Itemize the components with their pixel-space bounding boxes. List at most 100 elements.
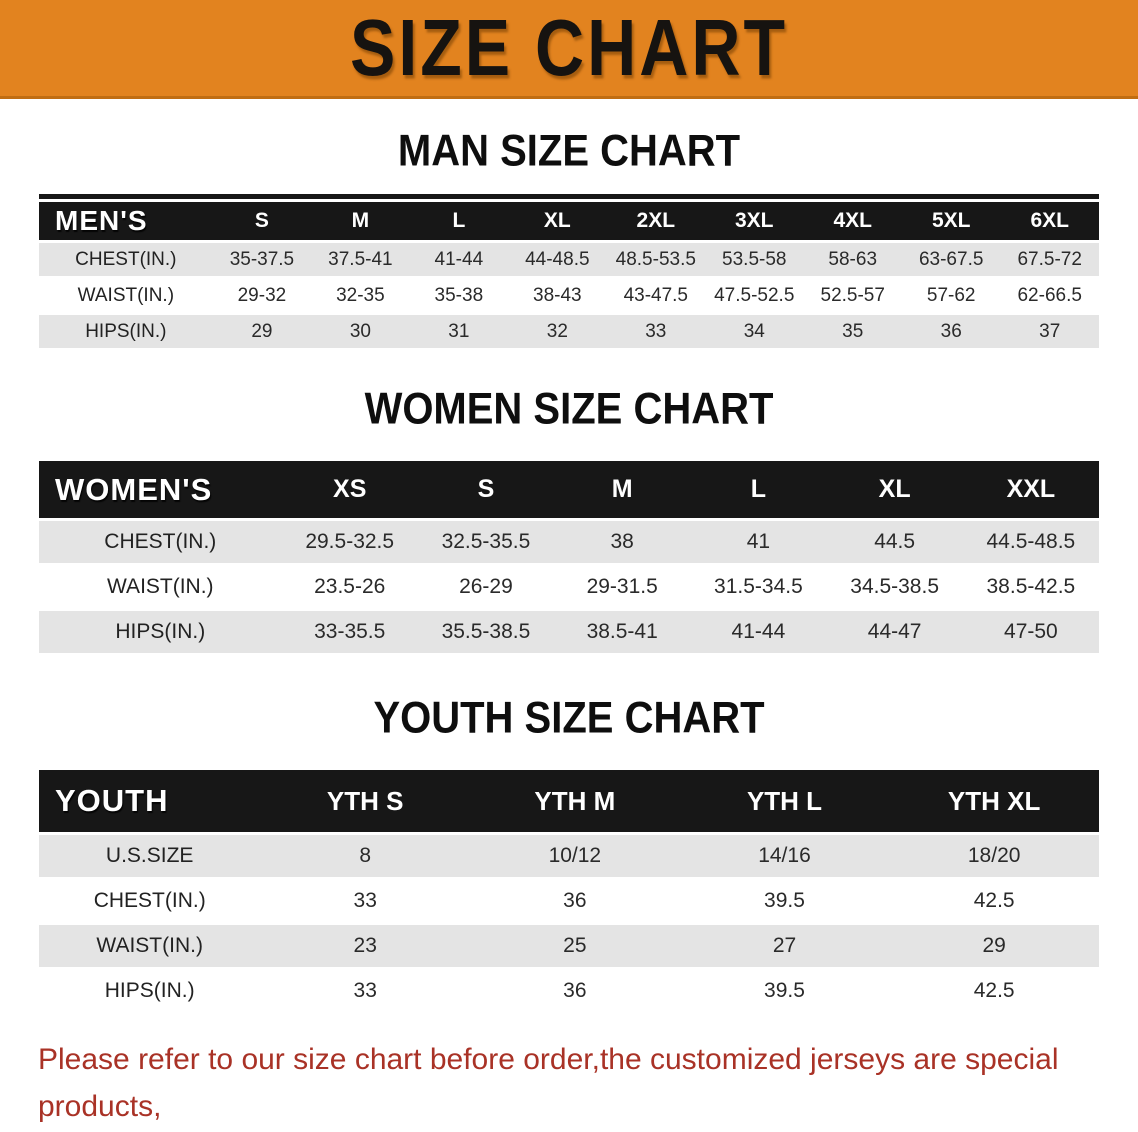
measure-value: 26-29 xyxy=(417,566,555,608)
measure-value: 41-44 xyxy=(409,243,509,276)
measure-value: 52.5-57 xyxy=(803,279,902,312)
measure-label: WAIST(IN.) xyxy=(39,279,213,312)
table-header-row: WOMEN'S XS S M L XL XXL xyxy=(39,461,1099,518)
measure-value: 29 xyxy=(212,315,312,348)
measure-value: 33-35.5 xyxy=(281,611,418,653)
measure-label: WAIST(IN.) xyxy=(39,566,282,608)
measure-value: 42.5 xyxy=(889,880,1099,922)
size-column-label: XL xyxy=(826,461,963,518)
measure-value: 27 xyxy=(679,925,890,967)
youth-size-section: YOUTH SIZE CHART YOUTH YTH S YTH M YTH L YTH… xyxy=(0,693,1138,1015)
measure-value: 32-35 xyxy=(311,279,410,312)
table-header-row: MEN'S S M L XL 2XL 3XL 4XL 5XL 6XL xyxy=(39,202,1099,240)
size-column-label: YTH M xyxy=(470,770,680,832)
measure-value: 32 xyxy=(508,315,607,348)
measure-row: CHEST(IN.) 29.5-32.5 32.5-35.5 38 41 44.5 44.5… xyxy=(39,521,1099,563)
size-column-label: XXL xyxy=(962,461,1099,518)
measure-label: U.S.SIZE xyxy=(39,835,261,877)
size-column-label: L xyxy=(409,202,509,240)
measure-label: CHEST(IN.) xyxy=(39,243,213,276)
group-label: YOUTH xyxy=(39,770,261,832)
measure-value: 29-31.5 xyxy=(554,566,691,608)
youth-size-heading: YOUTH SIZE CHART xyxy=(373,693,765,743)
measure-value: 35-38 xyxy=(409,279,509,312)
measure-value: 23.5-26 xyxy=(281,566,418,608)
order-disclaimer: Please refer to our size chart before or… xyxy=(38,1037,1100,1132)
measure-value: 36 xyxy=(470,880,680,922)
man-size-table-wrap: MEN'S S M L XL 2XL 3XL 4XL 5XL 6XL CHEST(IN.) 35-37… xyxy=(39,194,1099,351)
women-size-table-wrap: WOMEN'S XS S M L XL XXL CHEST(IN.) 29.5-32.5 32.5… xyxy=(39,458,1099,656)
size-column-label: S xyxy=(417,461,555,518)
measure-value: 31 xyxy=(409,315,509,348)
measure-row: WAIST(IN.) 29-32 32-35 35-38 38-43 43-47.5 47.… xyxy=(39,279,1099,312)
measure-row: WAIST(IN.) 23 25 27 29 xyxy=(39,925,1099,967)
measure-value: 44-48.5 xyxy=(508,243,607,276)
measure-value: 35 xyxy=(803,315,902,348)
size-column-label: YTH L xyxy=(679,770,890,832)
measure-value: 30 xyxy=(311,315,410,348)
table-header-row: YOUTH YTH S YTH M YTH L YTH XL xyxy=(39,770,1099,832)
measure-label: CHEST(IN.) xyxy=(39,880,261,922)
measure-row: U.S.SIZE 8 10/12 14/16 18/20 xyxy=(39,835,1099,877)
size-chart-banner: SIZE CHART xyxy=(0,0,1138,99)
group-label: MEN'S xyxy=(39,202,213,240)
size-column-label: M xyxy=(554,461,691,518)
measure-value: 35.5-38.5 xyxy=(417,611,555,653)
measure-value: 58-63 xyxy=(803,243,902,276)
measure-value: 47-50 xyxy=(962,611,1099,653)
youth-size-table-wrap: YOUTH YTH S YTH M YTH L YTH XL U.S.SIZE 8 10/12… xyxy=(39,767,1099,1015)
size-column-label: 6XL xyxy=(1000,202,1099,240)
measure-value: 57-62 xyxy=(901,279,1001,312)
measure-value: 62-66.5 xyxy=(1000,279,1099,312)
banner-title: SIZE CHART xyxy=(350,3,788,93)
measure-value: 8 xyxy=(260,835,471,877)
measure-value: 53.5-58 xyxy=(705,243,804,276)
measure-value: 38.5-41 xyxy=(554,611,691,653)
measure-label: HIPS(IN.) xyxy=(39,315,213,348)
measure-value: 14/16 xyxy=(679,835,890,877)
measure-value: 39.5 xyxy=(679,970,890,1012)
measure-value: 18/20 xyxy=(889,835,1099,877)
measure-value: 33 xyxy=(260,880,471,922)
women-size-table: WOMEN'S XS S M L XL XXL CHEST(IN.) 29.5-32.5 32.5… xyxy=(39,458,1099,656)
measure-label: WAIST(IN.) xyxy=(39,925,261,967)
size-column-label: 3XL xyxy=(705,202,804,240)
women-size-heading: WOMEN SIZE CHART xyxy=(364,384,774,434)
measure-value: 29.5-32.5 xyxy=(281,521,418,563)
size-column-label: XS xyxy=(281,461,418,518)
measure-row: HIPS(IN.) 33-35.5 35.5-38.5 38.5-41 41-44 44-… xyxy=(39,611,1099,653)
measure-row: WAIST(IN.) 23.5-26 26-29 29-31.5 31.5-34.5 34… xyxy=(39,566,1099,608)
size-column-label: 2XL xyxy=(606,202,706,240)
measure-value: 44.5 xyxy=(826,521,963,563)
measure-value: 23 xyxy=(260,925,471,967)
measure-value: 31.5-34.5 xyxy=(690,566,827,608)
measure-label: CHEST(IN.) xyxy=(39,521,282,563)
youth-size-table: YOUTH YTH S YTH M YTH L YTH XL U.S.SIZE 8 10/12… xyxy=(39,767,1099,1015)
measure-value: 34.5-38.5 xyxy=(826,566,963,608)
measure-value: 63-67.5 xyxy=(901,243,1001,276)
measure-value: 33 xyxy=(260,970,471,1012)
measure-value: 32.5-35.5 xyxy=(417,521,555,563)
measure-value: 38-43 xyxy=(508,279,607,312)
measure-value: 34 xyxy=(705,315,804,348)
measure-label: HIPS(IN.) xyxy=(39,611,282,653)
measure-value: 67.5-72 xyxy=(1000,243,1099,276)
measure-value: 41-44 xyxy=(690,611,827,653)
measure-value: 25 xyxy=(470,925,680,967)
size-column-label: YTH S xyxy=(260,770,471,832)
size-column-label: S xyxy=(212,202,312,240)
measure-value: 38 xyxy=(554,521,691,563)
measure-value: 44.5-48.5 xyxy=(962,521,1099,563)
man-size-section: MAN SIZE CHART MEN'S S M L XL 2XL 3XL 4XL 5XL 6XL… xyxy=(0,126,1138,351)
measure-value: 42.5 xyxy=(889,970,1099,1012)
measure-value: 10/12 xyxy=(470,835,680,877)
measure-label: HIPS(IN.) xyxy=(39,970,261,1012)
measure-row: CHEST(IN.) 35-37.5 37.5-41 41-44 44-48.5 48.5… xyxy=(39,243,1099,276)
disclaimer-line-1: Please refer to our size chart before or… xyxy=(38,1043,1059,1123)
measure-value: 47.5-52.5 xyxy=(705,279,804,312)
measure-value: 36 xyxy=(901,315,1001,348)
measure-value: 39.5 xyxy=(679,880,890,922)
measure-value: 37.5-41 xyxy=(311,243,410,276)
measure-value: 43-47.5 xyxy=(606,279,706,312)
size-column-label: M xyxy=(311,202,410,240)
